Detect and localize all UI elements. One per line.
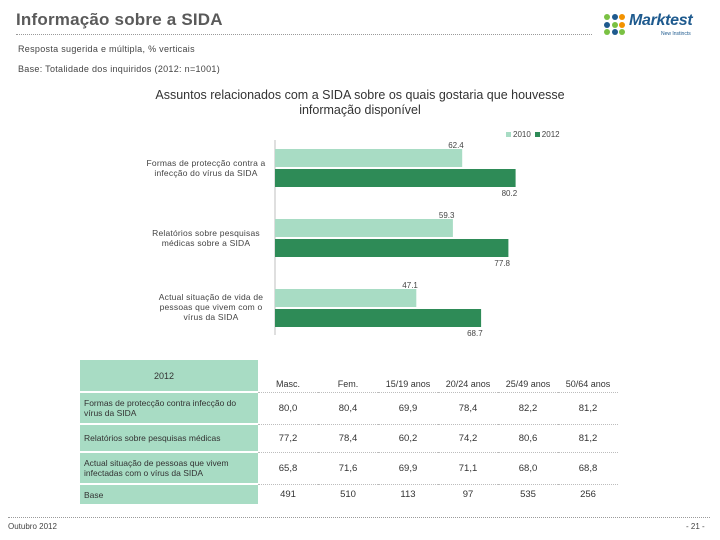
table-corner-year: 2012: [80, 360, 258, 392]
logo-name: Marktest: [629, 12, 693, 29]
footer-divider: [8, 517, 710, 518]
table-row: Formas de protecção contra infecção do v…: [80, 391, 618, 424]
table-cell: 113: [378, 483, 438, 504]
legend-item-2012: 2012: [534, 130, 560, 139]
bar-2010-research: [275, 219, 453, 237]
table-cell: 65,8: [258, 451, 318, 484]
chart-title: Assuntos relacionados com a SIDA sobre o…: [155, 88, 565, 117]
page-title: Informação sobre a SIDA: [16, 10, 223, 29]
table-cell: 491: [258, 483, 318, 504]
data-label-2012-living-situation: 68.7: [467, 329, 483, 338]
logo-dot: [604, 21, 610, 28]
column-header-15-19: 15/19 anos: [385, 378, 431, 389]
row-label: Relatórios sobre pesquisas médicas: [80, 423, 258, 452]
bar-2012-living-situation: [275, 309, 482, 327]
column-header-20-24: 20/24 anos: [445, 378, 491, 389]
logo-dot: [619, 21, 625, 28]
category-label-research: Relatórios sobre pesquisas médicas sobre…: [152, 228, 260, 248]
table-cell: 256: [558, 483, 618, 504]
logo-dots-icon: [604, 14, 626, 36]
table-cell: 81,2: [558, 423, 618, 452]
logo-dot: [619, 14, 625, 20]
table-cell: 80,4: [318, 391, 378, 424]
page-number: - 21 -: [686, 522, 705, 531]
table-cell: 68,8: [558, 451, 618, 484]
logo-dot: [604, 29, 610, 35]
bar-2012-protection: [275, 169, 516, 187]
column-header-25-49: 25/49 anos: [505, 378, 551, 389]
data-label-2010-protection: 62.4: [448, 141, 464, 150]
table-cell: 71,6: [318, 451, 378, 484]
table-cell: 97: [438, 483, 498, 504]
bar-2010-protection: [275, 149, 463, 167]
footer-date: Outubro 2012: [8, 522, 57, 531]
table-row: Actual situação de pessoas que vivem inf…: [80, 451, 618, 484]
table-cell: 77,2: [258, 423, 318, 452]
data-label-2012-research: 77.8: [494, 259, 510, 268]
chart-legend: 2010 2012: [506, 130, 564, 139]
logo-tagline: New Instincts: [661, 31, 691, 37]
table-cell: 71,1: [438, 451, 498, 484]
table-cell: 68,0: [498, 451, 558, 484]
legend-item-2010: 2010: [506, 130, 531, 139]
row-label: Formas de protecção contra infecção do v…: [80, 391, 258, 424]
row-label: Actual situação de pessoas que vivem inf…: [80, 451, 258, 484]
column-header-female: Fem.: [337, 378, 359, 389]
marktest-logo: Marktest New Instincts: [604, 12, 710, 40]
table-cell: 535: [498, 483, 558, 504]
table-cell: 69,9: [378, 451, 438, 484]
table-cell: 80,6: [498, 423, 558, 452]
table-header-row: 2012 Masc. Fem. 15/19 anos 20/24 anos 25…: [80, 360, 618, 392]
bar-2012-research: [275, 239, 509, 257]
table-cell: 81,2: [558, 391, 618, 424]
table-cell: 510: [318, 483, 378, 504]
title-divider: [16, 34, 592, 35]
category-label-living-situation: Actual situação de vida de pessoas que v…: [158, 292, 264, 322]
bar-2010-living-situation: [275, 289, 417, 307]
subtitle-response-type: Resposta sugerida e múltipla, % verticai…: [18, 44, 195, 54]
data-label-2010-research: 59.3: [439, 211, 455, 220]
subtitle-base: Base: Totalidade dos inquiridos (2012: n…: [18, 64, 221, 74]
table-cell: 69,9: [378, 391, 438, 424]
logo-dot: [611, 29, 618, 35]
legend-label-2012: 2012: [541, 130, 560, 139]
column-header-male: Masc.: [275, 378, 300, 389]
table-cell: 78,4: [318, 423, 378, 452]
breakdown-table: 2012 Masc. Fem. 15/19 anos 20/24 anos 25…: [80, 360, 618, 504]
legend-swatch-2012: [534, 132, 540, 137]
logo-dot: [619, 29, 625, 35]
data-label-2012-protection: 80.2: [502, 189, 518, 198]
table-cell: 80,0: [258, 391, 318, 424]
row-label: Base: [80, 483, 258, 504]
logo-dot: [611, 14, 618, 20]
category-label-protection: Formas de protecção contra a infecção do…: [146, 158, 266, 178]
data-label-2010-living-situation: 47.1: [402, 281, 418, 290]
table-row-base: Base 491 510 113 97 535 256: [80, 483, 618, 504]
table-cell: 74,2: [438, 423, 498, 452]
column-header-50-64: 50/64 anos: [565, 378, 611, 389]
legend-swatch-2010: [506, 132, 511, 137]
logo-dot: [611, 21, 618, 28]
table-cell: 82,2: [498, 391, 558, 424]
logo-dot: [604, 14, 610, 20]
table-row: Relatórios sobre pesquisas médicas 77,2 …: [80, 423, 618, 452]
table-cell: 60,2: [378, 423, 438, 452]
table-cell: 78,4: [438, 391, 498, 424]
legend-label-2010: 2010: [513, 130, 531, 139]
